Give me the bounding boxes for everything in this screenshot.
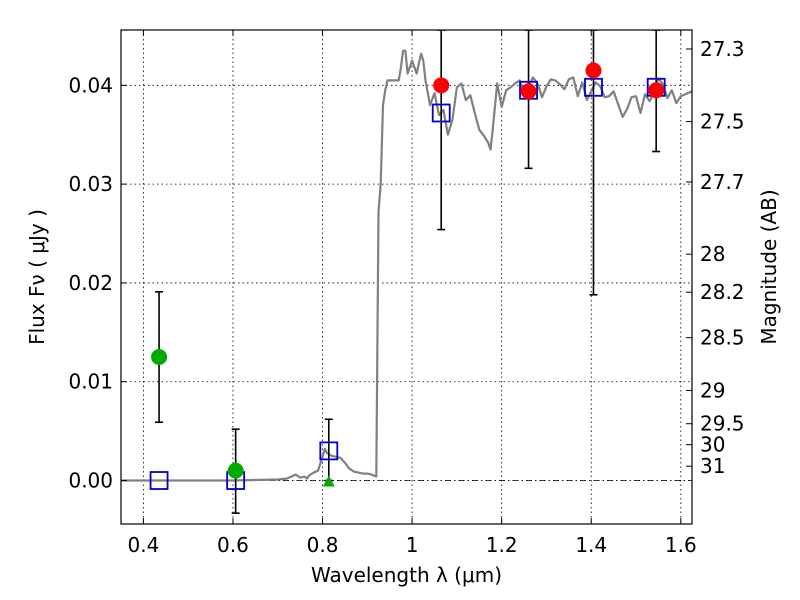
magnitude-tick-label: 27.3 xyxy=(700,37,745,61)
upper-limit-triangle xyxy=(322,475,335,487)
x-tick-label: 0.8 xyxy=(307,533,339,557)
magnitude-tick-label: 28.2 xyxy=(700,280,745,304)
magnitude-tick-label: 31 xyxy=(700,454,725,478)
model-sed-line xyxy=(121,49,692,482)
magnitude-tick-label: 29 xyxy=(700,378,725,402)
y-tick-label: 0.03 xyxy=(68,172,113,196)
magnitude-tick-label: 28.5 xyxy=(700,326,745,350)
model-photometry-square xyxy=(319,441,339,461)
observed-point-red xyxy=(648,82,665,99)
x-tick-label: 1 xyxy=(406,533,419,557)
magnitude-tick-label: 27.5 xyxy=(700,110,745,134)
x-tick-label: 0.6 xyxy=(217,533,249,557)
x-tick-label: 0.4 xyxy=(127,533,159,557)
model-photometry-square xyxy=(431,103,451,123)
magnitude-axis-title: Magnitude (AB) xyxy=(757,189,781,344)
x-tick-label: 1.6 xyxy=(665,533,697,557)
plot-frame xyxy=(120,29,693,525)
model-photometry-square xyxy=(149,471,169,490)
y-tick-label: 0.00 xyxy=(68,469,113,493)
observed-point-green xyxy=(227,462,244,479)
x-axis-title: Wavelength λ (μm) xyxy=(311,563,502,587)
observed-point-red xyxy=(433,77,450,94)
grid-lines xyxy=(121,30,692,524)
red-point-errorbar xyxy=(437,30,446,231)
model-photometry-square xyxy=(584,77,603,97)
y-tick-label: 0.01 xyxy=(68,370,113,394)
observed-point-green xyxy=(151,349,168,366)
y-tick-label: 0.02 xyxy=(68,271,113,295)
magnitude-tick-label: 27.7 xyxy=(700,170,745,194)
observed-point-red xyxy=(585,62,602,79)
y-axis-title: Flux Fν ( μJy ) xyxy=(25,209,49,345)
x-axis: 0.4 0.6 0.8 1 1.2 1.4 1.6 xyxy=(127,30,697,557)
x-tick-label: 1.2 xyxy=(486,533,518,557)
magnitude-tick-label: 28 xyxy=(700,242,725,266)
x-tick-label: 1.4 xyxy=(575,533,607,557)
plot-area xyxy=(121,30,692,514)
magnitude-tick-label: 30 xyxy=(700,433,725,457)
magnitude-tick-label: 29.5 xyxy=(700,412,745,436)
observed-point-red xyxy=(520,83,537,100)
y-axis: 0.00 0.01 0.02 0.03 0.04 xyxy=(68,73,127,493)
y-tick-label: 0.04 xyxy=(68,73,113,97)
